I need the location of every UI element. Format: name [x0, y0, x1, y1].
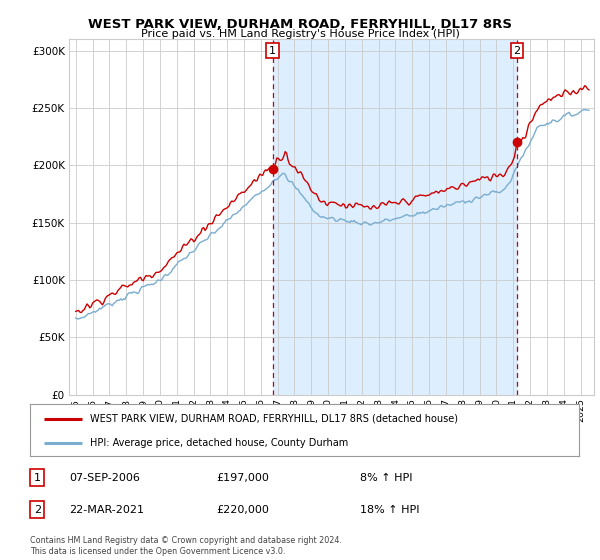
Text: 8% ↑ HPI: 8% ↑ HPI: [360, 473, 413, 483]
Text: 22-MAR-2021: 22-MAR-2021: [69, 505, 144, 515]
Text: WEST PARK VIEW, DURHAM ROAD, FERRYHILL, DL17 8RS (detached house): WEST PARK VIEW, DURHAM ROAD, FERRYHILL, …: [91, 414, 458, 424]
Text: 18% ↑ HPI: 18% ↑ HPI: [360, 505, 419, 515]
Text: 1: 1: [34, 473, 41, 483]
Text: £220,000: £220,000: [216, 505, 269, 515]
Text: £197,000: £197,000: [216, 473, 269, 483]
Text: Contains HM Land Registry data © Crown copyright and database right 2024.
This d: Contains HM Land Registry data © Crown c…: [30, 536, 342, 556]
Text: 2: 2: [34, 505, 41, 515]
Bar: [273, 39, 517, 395]
Text: 1: 1: [269, 46, 276, 55]
Text: Price paid vs. HM Land Registry's House Price Index (HPI): Price paid vs. HM Land Registry's House …: [140, 29, 460, 39]
Text: 07-SEP-2006: 07-SEP-2006: [69, 473, 140, 483]
Text: WEST PARK VIEW, DURHAM ROAD, FERRYHILL, DL17 8RS: WEST PARK VIEW, DURHAM ROAD, FERRYHILL, …: [88, 18, 512, 31]
Text: HPI: Average price, detached house, County Durham: HPI: Average price, detached house, Coun…: [91, 438, 349, 449]
Text: 2: 2: [514, 46, 520, 55]
